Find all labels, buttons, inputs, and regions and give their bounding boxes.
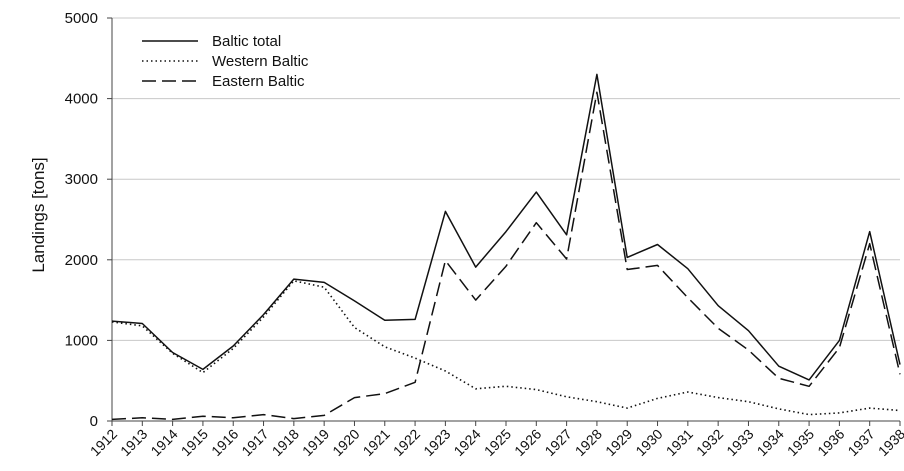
legend: Baltic total Western Baltic Eastern Baltic (142, 33, 309, 90)
y-axis-title: Landings [tons] (29, 157, 48, 272)
y-tick-label: 1000 (65, 332, 98, 349)
x-tick-label: 1924 (450, 426, 483, 459)
series-lines (111, 73, 901, 421)
x-tick-label: 1930 (632, 426, 665, 459)
legend-entry-label: Western Baltic (212, 53, 309, 70)
x-tick-label: 1935 (784, 426, 817, 459)
x-tick-label: 1938 (875, 426, 904, 459)
series-line-baltic-total (111, 73, 901, 381)
x-tick-label: 1915 (178, 426, 211, 459)
x-tick-label: 1919 (299, 426, 332, 459)
y-tick-label: 4000 (65, 91, 98, 108)
legend-entry-label: Baltic total (212, 33, 281, 50)
x-tick-label: 1933 (723, 426, 756, 459)
x-tick-label: 1937 (844, 426, 877, 459)
x-tick-label: 1925 (481, 426, 514, 459)
y-tick-label: 0 (90, 413, 98, 430)
x-tick-label: 1922 (390, 426, 423, 459)
y-tick-label: 5000 (65, 10, 98, 27)
x-tick-label: 1914 (147, 426, 180, 459)
grid-lines (112, 17, 900, 341)
y-tick-label: 2000 (65, 252, 98, 269)
x-tick-label: 1923 (420, 426, 453, 459)
x-tick-label: 1918 (269, 426, 302, 459)
x-tick-label: 1920 (329, 426, 362, 459)
axes: 0100020003000400050001912191319141915191… (65, 10, 904, 459)
legend-entry-label: Eastern Baltic (212, 73, 305, 90)
x-tick-label: 1934 (754, 426, 787, 459)
x-tick-label: 1929 (602, 426, 635, 459)
x-tick-label: 1927 (541, 426, 574, 459)
x-tick-label: 1912 (87, 426, 120, 459)
y-tick-label: 3000 (65, 171, 98, 188)
x-tick-label: 1926 (511, 426, 544, 459)
x-tick-label: 1913 (117, 426, 150, 459)
series-line-eastern-baltic (111, 91, 901, 421)
x-tick-label: 1928 (572, 426, 605, 459)
x-tick-label: 1916 (208, 426, 241, 459)
x-tick-label: 1931 (663, 426, 696, 459)
x-tick-label: 1921 (360, 426, 393, 459)
x-tick-label: 1936 (814, 426, 847, 459)
x-tick-label: 1932 (693, 426, 726, 459)
x-tick-label: 1917 (238, 426, 271, 459)
